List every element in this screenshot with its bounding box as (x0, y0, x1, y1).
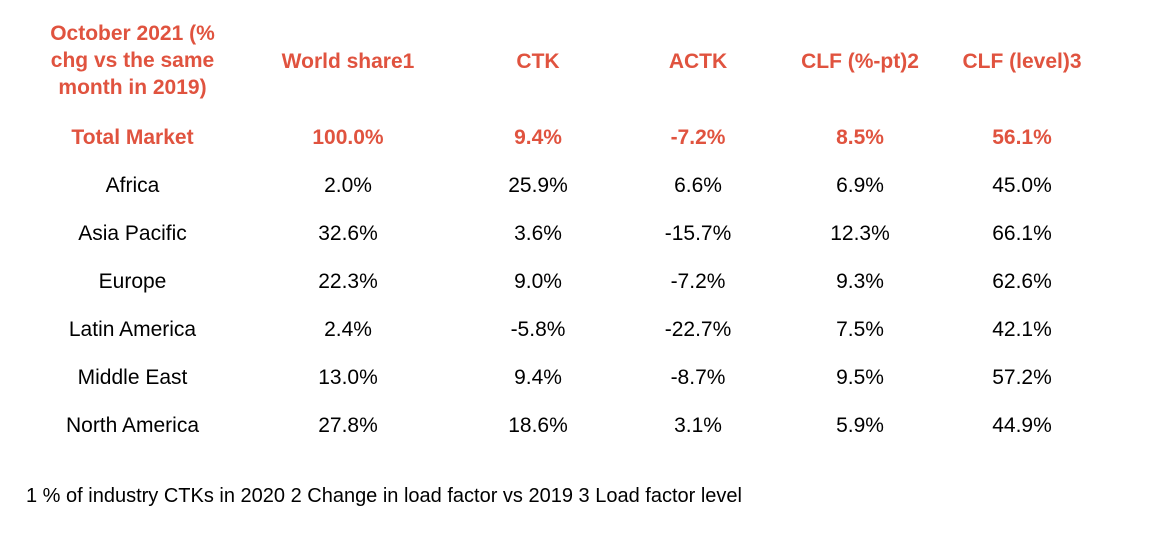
row-region-label: Total Market (71, 126, 194, 149)
header-clf-pt: CLF (%-pt)2 (801, 50, 919, 73)
cell-clf-level: 62.6% (992, 270, 1052, 293)
cell-actk: -15.7% (664, 222, 732, 245)
header-world-share: World share1 (281, 50, 415, 73)
cell-actk: 3.1% (674, 414, 722, 437)
table-row-total-market: Total Market 100.0% 9.4% -7.2% 8.5% 56.1… (0, 125, 1158, 173)
cell-ctk: 9.4% (514, 126, 562, 149)
cell-clf-level: 57.2% (992, 366, 1052, 389)
cell-actk: -8.7% (670, 366, 726, 389)
cell-ctk: 9.0% (514, 270, 562, 293)
cell-clf-pt: 6.9% (836, 174, 884, 197)
cell-clf-pt: 5.9% (836, 414, 884, 437)
cell-ctk: 25.9% (508, 174, 568, 197)
cell-ctk: -5.8% (510, 318, 566, 341)
cell-clf-pt: 9.5% (836, 366, 884, 389)
header-clf-level: CLF (level)3 (962, 50, 1082, 73)
cell-clf-pt: 9.3% (836, 270, 884, 293)
row-region-label: North America (65, 414, 200, 437)
table-header-row: October 2021 (% chg vs the same month in… (0, 20, 1158, 104)
table-row: Europe 22.3% 9.0% -7.2% 9.3% 62.6% (0, 269, 1158, 317)
row-region-label: Europe (98, 270, 167, 293)
row-region-label: Asia Pacific (78, 222, 187, 245)
cell-ctk: 18.6% (508, 414, 568, 437)
cell-actk: -22.7% (664, 318, 732, 341)
cell-clf-level: 44.9% (992, 414, 1052, 437)
header-ctk: CTK (516, 50, 560, 73)
row-region-label: Latin America (68, 318, 197, 341)
footnote: 1 % of industry CTKs in 2020 2 Change in… (26, 485, 742, 507)
cell-world-share: 27.8% (318, 414, 378, 437)
cell-clf-pt: 7.5% (836, 318, 884, 341)
cell-clf-pt: 12.3% (830, 222, 890, 245)
cell-world-share: 100.0% (312, 126, 384, 149)
cell-clf-level: 66.1% (992, 222, 1052, 245)
cell-world-share: 2.0% (324, 174, 372, 197)
cell-actk: -7.2% (670, 270, 726, 293)
cell-world-share: 13.0% (318, 366, 378, 389)
cell-clf-level: 45.0% (992, 174, 1052, 197)
table-row: Latin America 2.4% -5.8% -22.7% 7.5% 42.… (0, 317, 1158, 365)
row-region-label: Middle East (77, 366, 188, 389)
cell-ctk: 9.4% (514, 366, 562, 389)
cell-actk: -7.2% (670, 126, 726, 149)
cell-clf-level: 56.1% (992, 126, 1052, 149)
table-row: Middle East 13.0% 9.4% -8.7% 9.5% 57.2% (0, 365, 1158, 413)
cell-ctk: 3.6% (514, 222, 562, 245)
table-row: Asia Pacific 32.6% 3.6% -15.7% 12.3% 66.… (0, 221, 1158, 269)
header-period-label: October 2021 (% chg vs the same month in… (50, 22, 215, 99)
table-row: North America 27.8% 18.6% 3.1% 5.9% 44.9… (0, 413, 1158, 461)
cell-clf-level: 42.1% (992, 318, 1052, 341)
table-row: Africa 2.0% 25.9% 6.6% 6.9% 45.0% (0, 173, 1158, 221)
cell-world-share: 22.3% (318, 270, 378, 293)
cell-world-share: 2.4% (324, 318, 372, 341)
cell-actk: 6.6% (674, 174, 722, 197)
cell-clf-pt: 8.5% (836, 126, 884, 149)
cell-world-share: 32.6% (318, 222, 378, 245)
row-region-label: Africa (105, 174, 160, 197)
header-actk: ACTK (668, 50, 728, 73)
